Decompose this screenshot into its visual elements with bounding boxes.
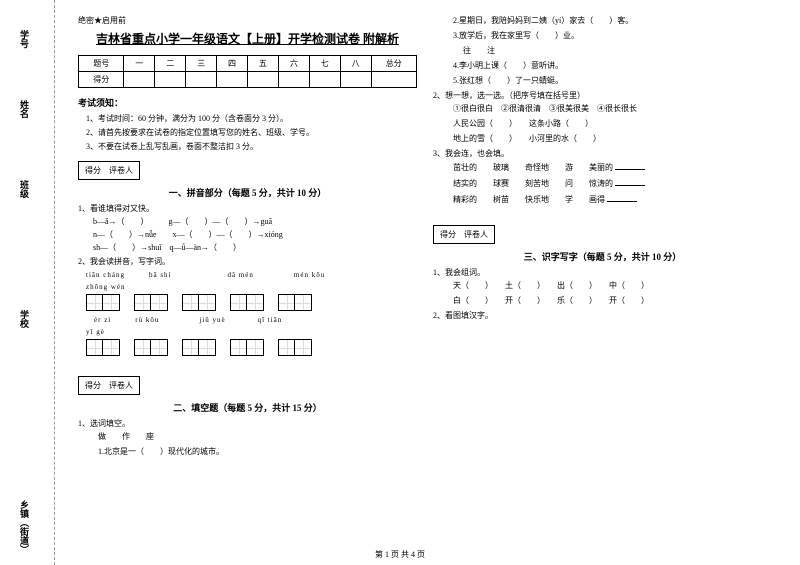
table-row: 题号 一 二 三 四 五 六 七 八 总分 (79, 56, 417, 72)
left-column: 绝密★启用前 吉林省重点小学一年级语文【上册】开学检测试卷 附解析 题号 一 二… (70, 15, 425, 560)
match-line: 结实的 球赛 刻苦地 问 惊涛的 (433, 177, 772, 190)
word-group: 天（ ） 土（ ） 出（ ） 中（ ） (433, 280, 772, 292)
section-2-title: 二、填空题（每题 5 分，共计 15 分） (78, 401, 417, 414)
notice-item: 3、不要在试卷上乱写乱画，卷面不整洁扣 3 分。 (78, 141, 417, 152)
exam-title: 吉林省重点小学一年级语文【上册】开学检测试卷 附解析 (78, 30, 417, 47)
option-words: 做 作 座 (78, 431, 417, 443)
pinyin-row: tiān cháng bā shí dǎ mén mén kǒu (78, 270, 417, 280)
section-1-title: 一、拼音部分（每题 5 分，共计 10 分） (78, 186, 417, 199)
score-box: 得分 评卷人 (433, 225, 495, 244)
question: 3、我会连，也会填。 (433, 148, 772, 159)
fill-line: 人民公园（ ） 这条小路（ ） (433, 118, 772, 130)
char-grid (78, 339, 417, 356)
notice-title: 考试须知： (78, 96, 417, 109)
score-table: 题号 一 二 三 四 五 六 七 八 总分 得分 (78, 55, 417, 88)
question: 2、我会读拼音，写字词。 (78, 256, 417, 267)
notice-item: 1、考试时间：60 分钟，满分为 100 分（含卷面分 3 分）。 (78, 113, 417, 124)
label-name: 姓名 (18, 100, 31, 118)
pinyin-fill: b—ǎ→（ ） g—（ ）—（ ）→guā (78, 216, 417, 227)
question: 1、看谁填得对又快。 (78, 203, 417, 214)
question: 2、看图填汉字。 (433, 310, 772, 321)
label-school: 学校 (18, 310, 31, 328)
table-row: 得分 (79, 72, 417, 88)
label-class: 班级 (18, 180, 31, 198)
score-box: 得分 评卷人 (78, 161, 140, 180)
label-town: 乡镇（街道） (18, 500, 31, 554)
match-line: 茁壮的 玻璃 奇怪地 游 美丽的 (433, 161, 772, 174)
notice-item: 2、请首先按要求在试卷的指定位置填写您的姓名、班级、学号。 (78, 127, 417, 138)
match-line: 精彩的 树苗 快乐地 学 画得 (433, 193, 772, 206)
pinyin-fill: sh—（ ）→shuǐ q—ǘ—àn→（ ） (78, 242, 417, 253)
option-row: ①很白很白 ②很清很清 ③很美很美 ④很长很长 (433, 103, 772, 115)
section-3-title: 三、识字写字（每题 5 分，共计 10 分） (433, 250, 772, 263)
label-student-id: 学号 (18, 30, 31, 48)
fill-line: 2.星期日，我陪妈妈到二姨（yí）家去（ ）客。 (433, 15, 772, 27)
main-content: 绝密★启用前 吉林省重点小学一年级语文【上册】开学检测试卷 附解析 题号 一 二… (55, 0, 800, 565)
word-group: 白（ ） 开（ ） 乐（ ） 开（ ） (433, 295, 772, 307)
confidential-tag: 绝密★启用前 (78, 15, 417, 26)
pinyin-row: ér zi rù kǒu jiǔ yuè qī tiān (78, 315, 417, 325)
fill-line: 地上的雪（ ） 小河里的水（ ） (433, 133, 772, 145)
page-footer: 第 1 页 共 4 页 (375, 549, 425, 560)
question: 1、我会组词。 (433, 267, 772, 278)
pinyin-row: zhōng wén (78, 283, 417, 291)
question: 2、想一想，选一选。（把序号填在括号里） (433, 90, 772, 101)
fill-line: 4.李小明上课（ ）意听讲。 (433, 60, 772, 72)
right-column: 2.星期日，我陪妈妈到二姨（yí）家去（ ）客。 3.放学后，我在家里写（ ）业… (425, 15, 780, 560)
fill-line: 5.张红想（ ）了一只蜻蜓。 (433, 75, 772, 87)
fill-line: 3.放学后，我在家里写（ ）业。 (433, 30, 772, 42)
score-box: 得分 评卷人 (78, 376, 140, 395)
fill-line: 1.北京是一（ ）现代化的城市。 (78, 446, 417, 458)
pinyin-fill: n—（ ）→nǚe x—（ ）—（ ）→xióng (78, 229, 417, 240)
question: 1、选词填空。 (78, 418, 417, 429)
option-words: 往 注 (433, 45, 772, 57)
char-grid (78, 294, 417, 311)
binding-margin: 学号 姓名 班级 学校 乡镇（街道） (0, 0, 55, 565)
pinyin-row: yī gè (78, 328, 417, 336)
